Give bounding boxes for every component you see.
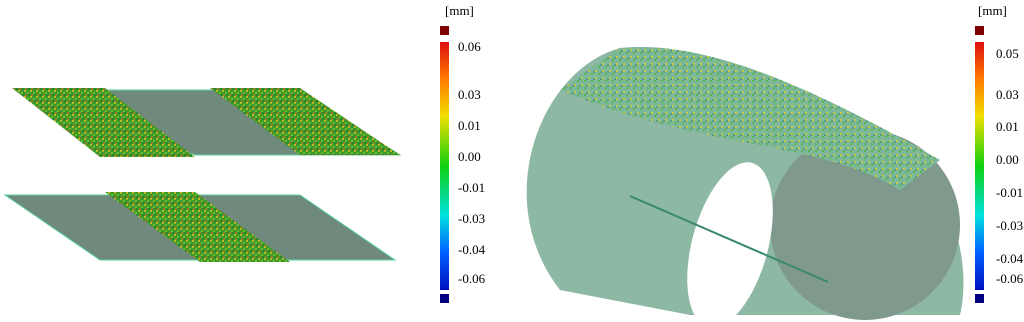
- colorbar-tick-label: 0.05: [996, 46, 1019, 61]
- colorbar-tick-label: 0.03: [996, 87, 1019, 102]
- colorbar-tick-label: 0.03: [458, 87, 481, 102]
- colorbar-tick-label: -0.06: [996, 271, 1024, 286]
- colorbar-tick-label: -0.04: [996, 251, 1024, 266]
- colorbar-tick-label: -0.06: [458, 271, 486, 286]
- point-cloud: [105, 192, 290, 262]
- colorbar-tick-label: -0.04: [458, 242, 486, 257]
- colorbar-tick-label: -0.03: [996, 218, 1023, 233]
- colorbar-min-swatch: [440, 294, 449, 303]
- point-cloud: [560, 46, 940, 190]
- colorbar-tick-label: -0.01: [458, 180, 485, 195]
- left-view: [3, 88, 402, 262]
- right-view: [526, 46, 964, 322]
- colorbar: [440, 42, 449, 290]
- colorbar-tick-label: 0.00: [458, 149, 481, 164]
- point-cloud: [210, 88, 400, 155]
- colorbar-unit: [mm]: [445, 3, 474, 18]
- cylinder-hole: [687, 162, 773, 322]
- colorbar-min-swatch: [975, 294, 984, 303]
- colorbar-max-swatch: [975, 26, 984, 35]
- colorbar-tick-label: 0.01: [996, 119, 1019, 134]
- colorbar: [975, 42, 984, 290]
- colorbar-max-swatch: [440, 26, 449, 35]
- axis-rod: [629, 195, 829, 283]
- colorbar-tick-label: 0.06: [458, 39, 481, 54]
- colorbar-tick-label: 0.01: [458, 118, 481, 133]
- colorbar-tick-label: -0.03: [458, 211, 485, 226]
- colorbar-unit: [mm]: [978, 3, 1007, 18]
- colorbar-tick-label: 0.00: [996, 152, 1019, 167]
- point-cloud: [12, 88, 195, 157]
- colorbar-tick-label: -0.01: [996, 185, 1023, 200]
